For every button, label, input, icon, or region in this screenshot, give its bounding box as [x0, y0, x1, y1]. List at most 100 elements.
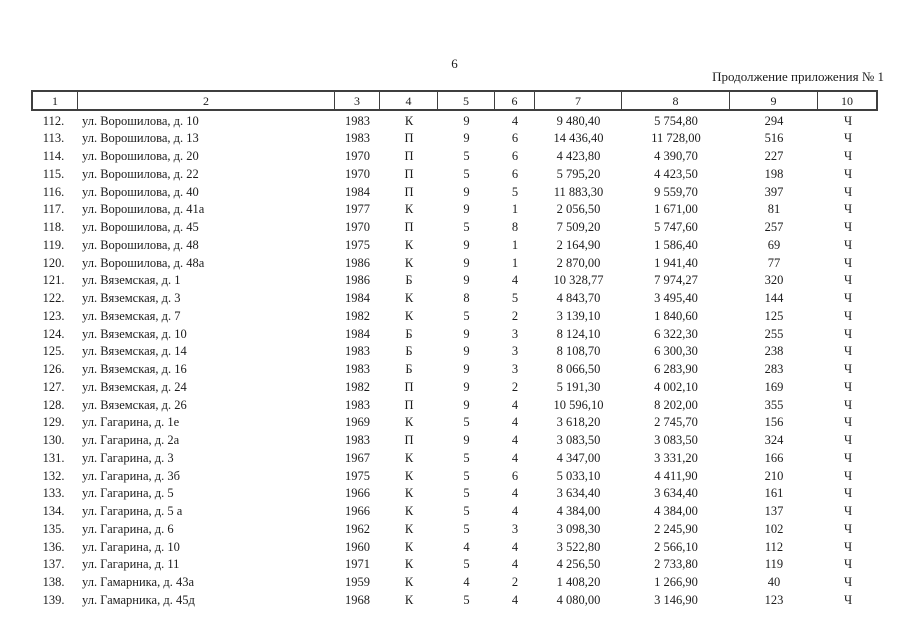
table-cell-col6: 1: [511, 237, 519, 252]
table-cell-col2: ул. Гагарина, д. 5: [82, 486, 174, 501]
table-cell-col2: ул. Ворошилова, д. 48: [82, 237, 199, 252]
table-cell-col9: 169: [764, 379, 784, 394]
table-cell-col7: 10 328,77: [553, 273, 604, 288]
table-cell-col7: 5 795,20: [556, 166, 601, 181]
table-cell-col9: 238: [764, 344, 784, 359]
table-cell-col6: 1: [511, 255, 519, 270]
table-cell-col2: ул. Вяземская, д. 24: [82, 379, 187, 394]
table-cell-col2: ул. Гагарина, д. 3б: [82, 468, 180, 483]
table-cell-col9: 294: [764, 113, 784, 128]
table-cell-col8: 1 941,40: [654, 255, 698, 270]
table-cell-col10: Ч: [843, 344, 853, 359]
table-cell-col5: 9: [463, 362, 470, 377]
table-cell-col8: 6 322,30: [654, 326, 698, 341]
table-cell-col9: 516: [764, 131, 784, 146]
table-cell-col8: 4 390,70: [654, 149, 698, 164]
table-header-row: 1 2 3 4 5 6 7 8 9 10: [31, 90, 878, 111]
table-cell-col5: 9: [463, 113, 470, 128]
table-cell-col3: 1971: [345, 557, 370, 572]
table-cell-col8: 7 974,27: [654, 273, 698, 288]
table-cell-col2: ул. Вяземская, д. 7: [82, 308, 181, 323]
table-cell-col6: 6: [511, 131, 519, 146]
table-cell-col8: 11 728,00: [651, 131, 701, 146]
table-cell-col1: 136.: [42, 539, 65, 554]
table-row: 113. ул. Ворошилова, д. 13 1983 П 9 6 14 436,4…: [31, 130, 878, 148]
table-cell-col9: 144: [764, 291, 784, 306]
table-cell-col4: П: [404, 220, 414, 235]
table-cell-col5: 5: [463, 450, 470, 465]
table-row: 137. ул. Гагарина, д. 11 1971 К 5 4 4 256,50 2 …: [31, 556, 878, 574]
table-cell-col10: Ч: [843, 379, 853, 394]
table-row: 114. ул. Ворошилова, д. 20 1970 П 5 6 4 423,80…: [31, 148, 878, 166]
table-cell-col4: Б: [405, 344, 413, 359]
table-cell-col3: 1984: [345, 184, 370, 199]
table-cell-col8: 5 747,60: [654, 220, 698, 235]
table-cell-col1: 128.: [42, 397, 65, 412]
table-cell-col5: 9: [463, 202, 470, 217]
table-row: 132. ул. Гагарина, д. 3б 1975 К 5 6 5 033,10 4 …: [31, 467, 878, 485]
table-cell-col6: 3: [511, 326, 519, 341]
table-cell-col8: 5 754,80: [654, 113, 698, 128]
table-cell-col2: ул. Гагарина, д. 2а: [82, 433, 180, 448]
table-cell-col9: 210: [764, 468, 784, 483]
table-cell-col6: 5: [511, 291, 519, 306]
table-cell-col2: ул. Ворошилова, д. 13: [82, 131, 199, 146]
table-cell-col2: ул. Ворошилова, д. 41а: [82, 202, 205, 217]
column-header-9: 9: [730, 92, 818, 109]
table-cell-col1: 134.: [42, 504, 65, 519]
table-cell-col1: 138.: [42, 575, 65, 590]
table-cell-col6: 5: [511, 184, 519, 199]
table-cell-col2: ул. Гагарина, д. 3: [82, 450, 174, 465]
column-header-1: 1: [33, 92, 78, 109]
column-header-3: 3: [335, 92, 380, 109]
table-cell-col9: 102: [764, 521, 784, 536]
table-cell-col9: 320: [764, 273, 784, 288]
table-cell-col1: 112.: [42, 113, 65, 128]
table-cell-col3: 1986: [345, 255, 370, 270]
table-cell-col2: ул. Ворошилова, д. 10: [82, 113, 199, 128]
table-cell-col5: 9: [463, 255, 470, 270]
table-cell-col4: К: [404, 202, 414, 217]
table-cell-col7: 3 098,30: [556, 521, 601, 536]
table-cell-col8: 1 586,40: [654, 237, 698, 252]
table-cell-col4: П: [404, 184, 414, 199]
table-cell-col3: 1959: [345, 575, 370, 590]
table-cell-col7: 14 436,40: [553, 131, 604, 146]
table-cell-col8: 3 495,40: [654, 291, 698, 306]
table-row: 131. ул. Гагарина, д. 3 1967 К 5 4 4 347,00 3 3…: [31, 449, 878, 467]
table-cell-col5: 5: [463, 592, 470, 607]
table-cell-col7: 4 347,00: [556, 450, 601, 465]
table-cell-col9: 125: [764, 308, 784, 323]
table-cell-col10: Ч: [843, 255, 853, 270]
table-cell-col5: 5: [463, 166, 470, 181]
table-cell-col9: 123: [764, 592, 784, 607]
table-cell-col9: 166: [764, 450, 784, 465]
table-cell-col2: ул. Гагарина, д. 6: [82, 521, 174, 536]
table-cell-col7: 4 256,50: [556, 557, 601, 572]
table-cell-col3: 1966: [345, 504, 370, 519]
table-cell-col10: Ч: [843, 166, 853, 181]
table-cell-col2: ул. Ворошилова, д. 22: [82, 166, 199, 181]
table-cell-col8: 6 283,90: [654, 362, 698, 377]
table-cell-col2: ул. Ворошилова, д. 20: [82, 149, 199, 164]
table-cell-col3: 1983: [345, 362, 370, 377]
table-cell-col1: 132.: [42, 468, 65, 483]
appendix-continuation-caption: Продолжение приложения № 1: [712, 69, 884, 84]
table-cell-col4: К: [404, 415, 414, 430]
table-cell-col8: 3 634,40: [654, 486, 698, 501]
table-cell-col9: 161: [764, 486, 784, 501]
table-cell-col4: К: [404, 521, 414, 536]
table-cell-col5: 5: [463, 521, 470, 536]
table-cell-col5: 5: [463, 486, 470, 501]
table-cell-col4: П: [404, 166, 414, 181]
table-cell-col7: 3 139,10: [556, 308, 601, 323]
table-cell-col1: 124.: [42, 326, 65, 341]
table-cell-col7: 7 509,20: [556, 220, 601, 235]
table-cell-col7: 2 164,90: [556, 237, 601, 252]
table-row: 139. ул. Гамарника, д. 45д 1968 К 5 4 4 080,00…: [31, 591, 878, 609]
table-cell-col7: 8 108,70: [556, 344, 601, 359]
table-cell-col9: 227: [764, 149, 784, 164]
table-cell-col10: Ч: [843, 273, 853, 288]
table-cell-col8: 9 559,70: [654, 184, 698, 199]
table-cell-col4: Б: [405, 326, 413, 341]
